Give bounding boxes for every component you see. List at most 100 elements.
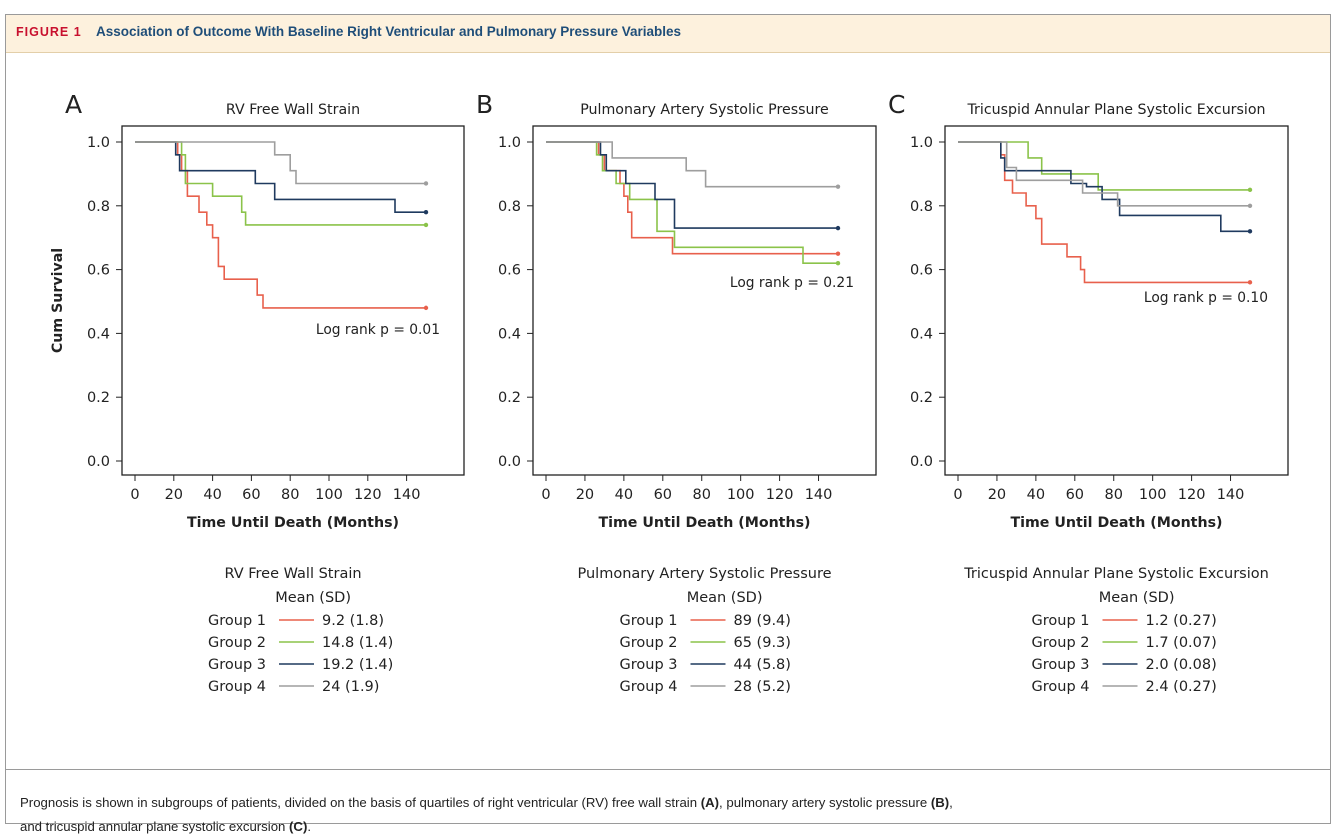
x-tick-label: 40 xyxy=(615,487,633,503)
legend-value: 2.0 (0.08) xyxy=(1146,657,1217,673)
survival-curve-group-1 xyxy=(958,141,1250,284)
x-tick-label: 80 xyxy=(693,487,711,503)
censor-mark-group-4 xyxy=(1247,203,1253,208)
y-axis-label: Cum Survival xyxy=(50,248,66,353)
y-tick-label: 0.2 xyxy=(910,390,933,406)
x-tick-label: 0 xyxy=(953,487,962,503)
caption-text: Prognosis is shown in subgroups of patie… xyxy=(20,795,701,810)
censor-mark-group-1 xyxy=(1247,280,1253,285)
x-tick-label: 100 xyxy=(1139,487,1167,503)
legend-subtitle: Mean (SD) xyxy=(687,590,763,606)
y-tick-label: 1.0 xyxy=(910,135,933,151)
x-tick-label: 20 xyxy=(576,487,594,503)
legend-value: 44 (5.8) xyxy=(734,657,791,673)
x-tick-label: 120 xyxy=(766,487,794,503)
legend-value: 1.7 (0.07) xyxy=(1146,635,1217,651)
legend-value: 14.8 (1.4) xyxy=(322,635,393,651)
survival-curve-group-2 xyxy=(135,141,426,226)
survival-curve-group-4 xyxy=(546,141,838,188)
survival-curve-group-2 xyxy=(546,141,838,264)
x-tick-label: 120 xyxy=(354,487,382,503)
plot-title: RV Free Wall Strain xyxy=(226,102,360,118)
caption-divider xyxy=(6,769,1330,770)
legend-value: 9.2 (1.8) xyxy=(322,613,384,629)
y-tick-label: 0.0 xyxy=(87,454,110,470)
y-tick-label: 0.4 xyxy=(910,326,933,342)
legend-group-label: Group 2 xyxy=(208,635,266,651)
plot-frame xyxy=(121,125,465,476)
legend-group-label: Group 2 xyxy=(1032,635,1090,651)
censor-mark-group-1 xyxy=(423,305,429,311)
survival-curve-group-3 xyxy=(958,141,1250,233)
x-tick-label: 140 xyxy=(1217,487,1245,503)
legend-group-label: Group 1 xyxy=(620,613,678,629)
censor-mark-group-3 xyxy=(423,209,429,215)
censor-mark-group-2 xyxy=(423,222,429,228)
legend-title: Tricuspid Annular Plane Systolic Excursi… xyxy=(963,566,1269,582)
survival-curve-group-4 xyxy=(958,141,1250,207)
caption-text: , pulmonary artery systolic pressure xyxy=(719,795,931,810)
survival-curve-group-3 xyxy=(546,141,838,229)
x-tick-label: 40 xyxy=(1027,487,1045,503)
y-tick-label: 0.6 xyxy=(87,263,110,279)
x-tick-label: 20 xyxy=(165,487,183,503)
survival-curve-group-1 xyxy=(135,141,426,309)
censor-mark-group-1 xyxy=(835,251,841,256)
y-tick-label: 1.0 xyxy=(87,135,110,151)
x-tick-label: 0 xyxy=(130,487,139,503)
caption-text: , xyxy=(949,795,953,810)
log-rank-annotation: Log rank p = 0.01 xyxy=(316,322,440,338)
y-tick-label: 1.0 xyxy=(498,135,521,151)
censor-mark-group-3 xyxy=(835,225,841,231)
x-tick-label: 140 xyxy=(393,487,421,503)
legend-group-label: Group 3 xyxy=(620,657,678,673)
legend-subtitle: Mean (SD) xyxy=(275,590,351,606)
legend-group-label: Group 4 xyxy=(1032,679,1090,695)
legend-value: 19.2 (1.4) xyxy=(322,657,393,673)
caption-ref-a: (A) xyxy=(700,795,720,810)
x-tick-label: 120 xyxy=(1178,487,1206,503)
y-tick-label: 0.6 xyxy=(498,263,521,279)
x-tick-label: 80 xyxy=(281,487,299,503)
survival-curve-group-1 xyxy=(546,141,838,255)
x-tick-label: 140 xyxy=(805,487,833,503)
x-tick-label: 60 xyxy=(1066,487,1084,503)
legend-group-label: Group 3 xyxy=(208,657,266,673)
x-tick-label: 0 xyxy=(541,487,550,503)
legend-group-label: Group 3 xyxy=(1032,657,1090,673)
legend-title: RV Free Wall Strain xyxy=(224,566,361,582)
figure-title: Association of Outcome With Baseline Rig… xyxy=(96,24,682,39)
x-tick-label: 80 xyxy=(1105,487,1123,503)
y-tick-label: 0.0 xyxy=(910,454,933,470)
survival-curve-group-3 xyxy=(135,141,426,213)
y-tick-label: 0.8 xyxy=(498,199,521,215)
caption-ref-b: (B) xyxy=(930,795,950,810)
x-tick-label: 20 xyxy=(988,487,1006,503)
x-tick-label: 100 xyxy=(315,487,343,503)
legend-group-label: Group 1 xyxy=(1032,613,1090,629)
panel-letter-a: A xyxy=(65,90,82,119)
log-rank-annotation: Log rank p = 0.10 xyxy=(1144,290,1268,306)
panel-letter-c: C xyxy=(888,90,905,119)
legend-title: Pulmonary Artery Systolic Pressure xyxy=(577,566,831,582)
legend-group-label: Group 1 xyxy=(208,613,266,629)
x-tick-label: 60 xyxy=(654,487,672,503)
y-tick-label: 0.8 xyxy=(87,199,110,215)
y-tick-label: 0.4 xyxy=(87,326,110,342)
y-tick-label: 0.6 xyxy=(910,263,933,279)
censor-mark-group-4 xyxy=(835,184,841,189)
figure-label: FIGURE 1 xyxy=(16,25,82,39)
log-rank-annotation: Log rank p = 0.21 xyxy=(730,275,854,291)
legend-group-label: Group 4 xyxy=(208,679,266,695)
legend-value: 28 (5.2) xyxy=(734,679,791,695)
plot-title: Tricuspid Annular Plane Systolic Excursi… xyxy=(966,102,1265,118)
x-tick-label: 60 xyxy=(242,487,260,503)
x-tick-label: 40 xyxy=(203,487,221,503)
legend-value: 24 (1.9) xyxy=(322,679,379,695)
x-axis-label: Time Until Death (Months) xyxy=(598,515,810,531)
plot-frame xyxy=(532,125,877,476)
censor-mark-group-3 xyxy=(1247,229,1253,234)
plot-title: Pulmonary Artery Systolic Pressure xyxy=(580,102,829,118)
y-tick-label: 0.0 xyxy=(498,454,521,470)
